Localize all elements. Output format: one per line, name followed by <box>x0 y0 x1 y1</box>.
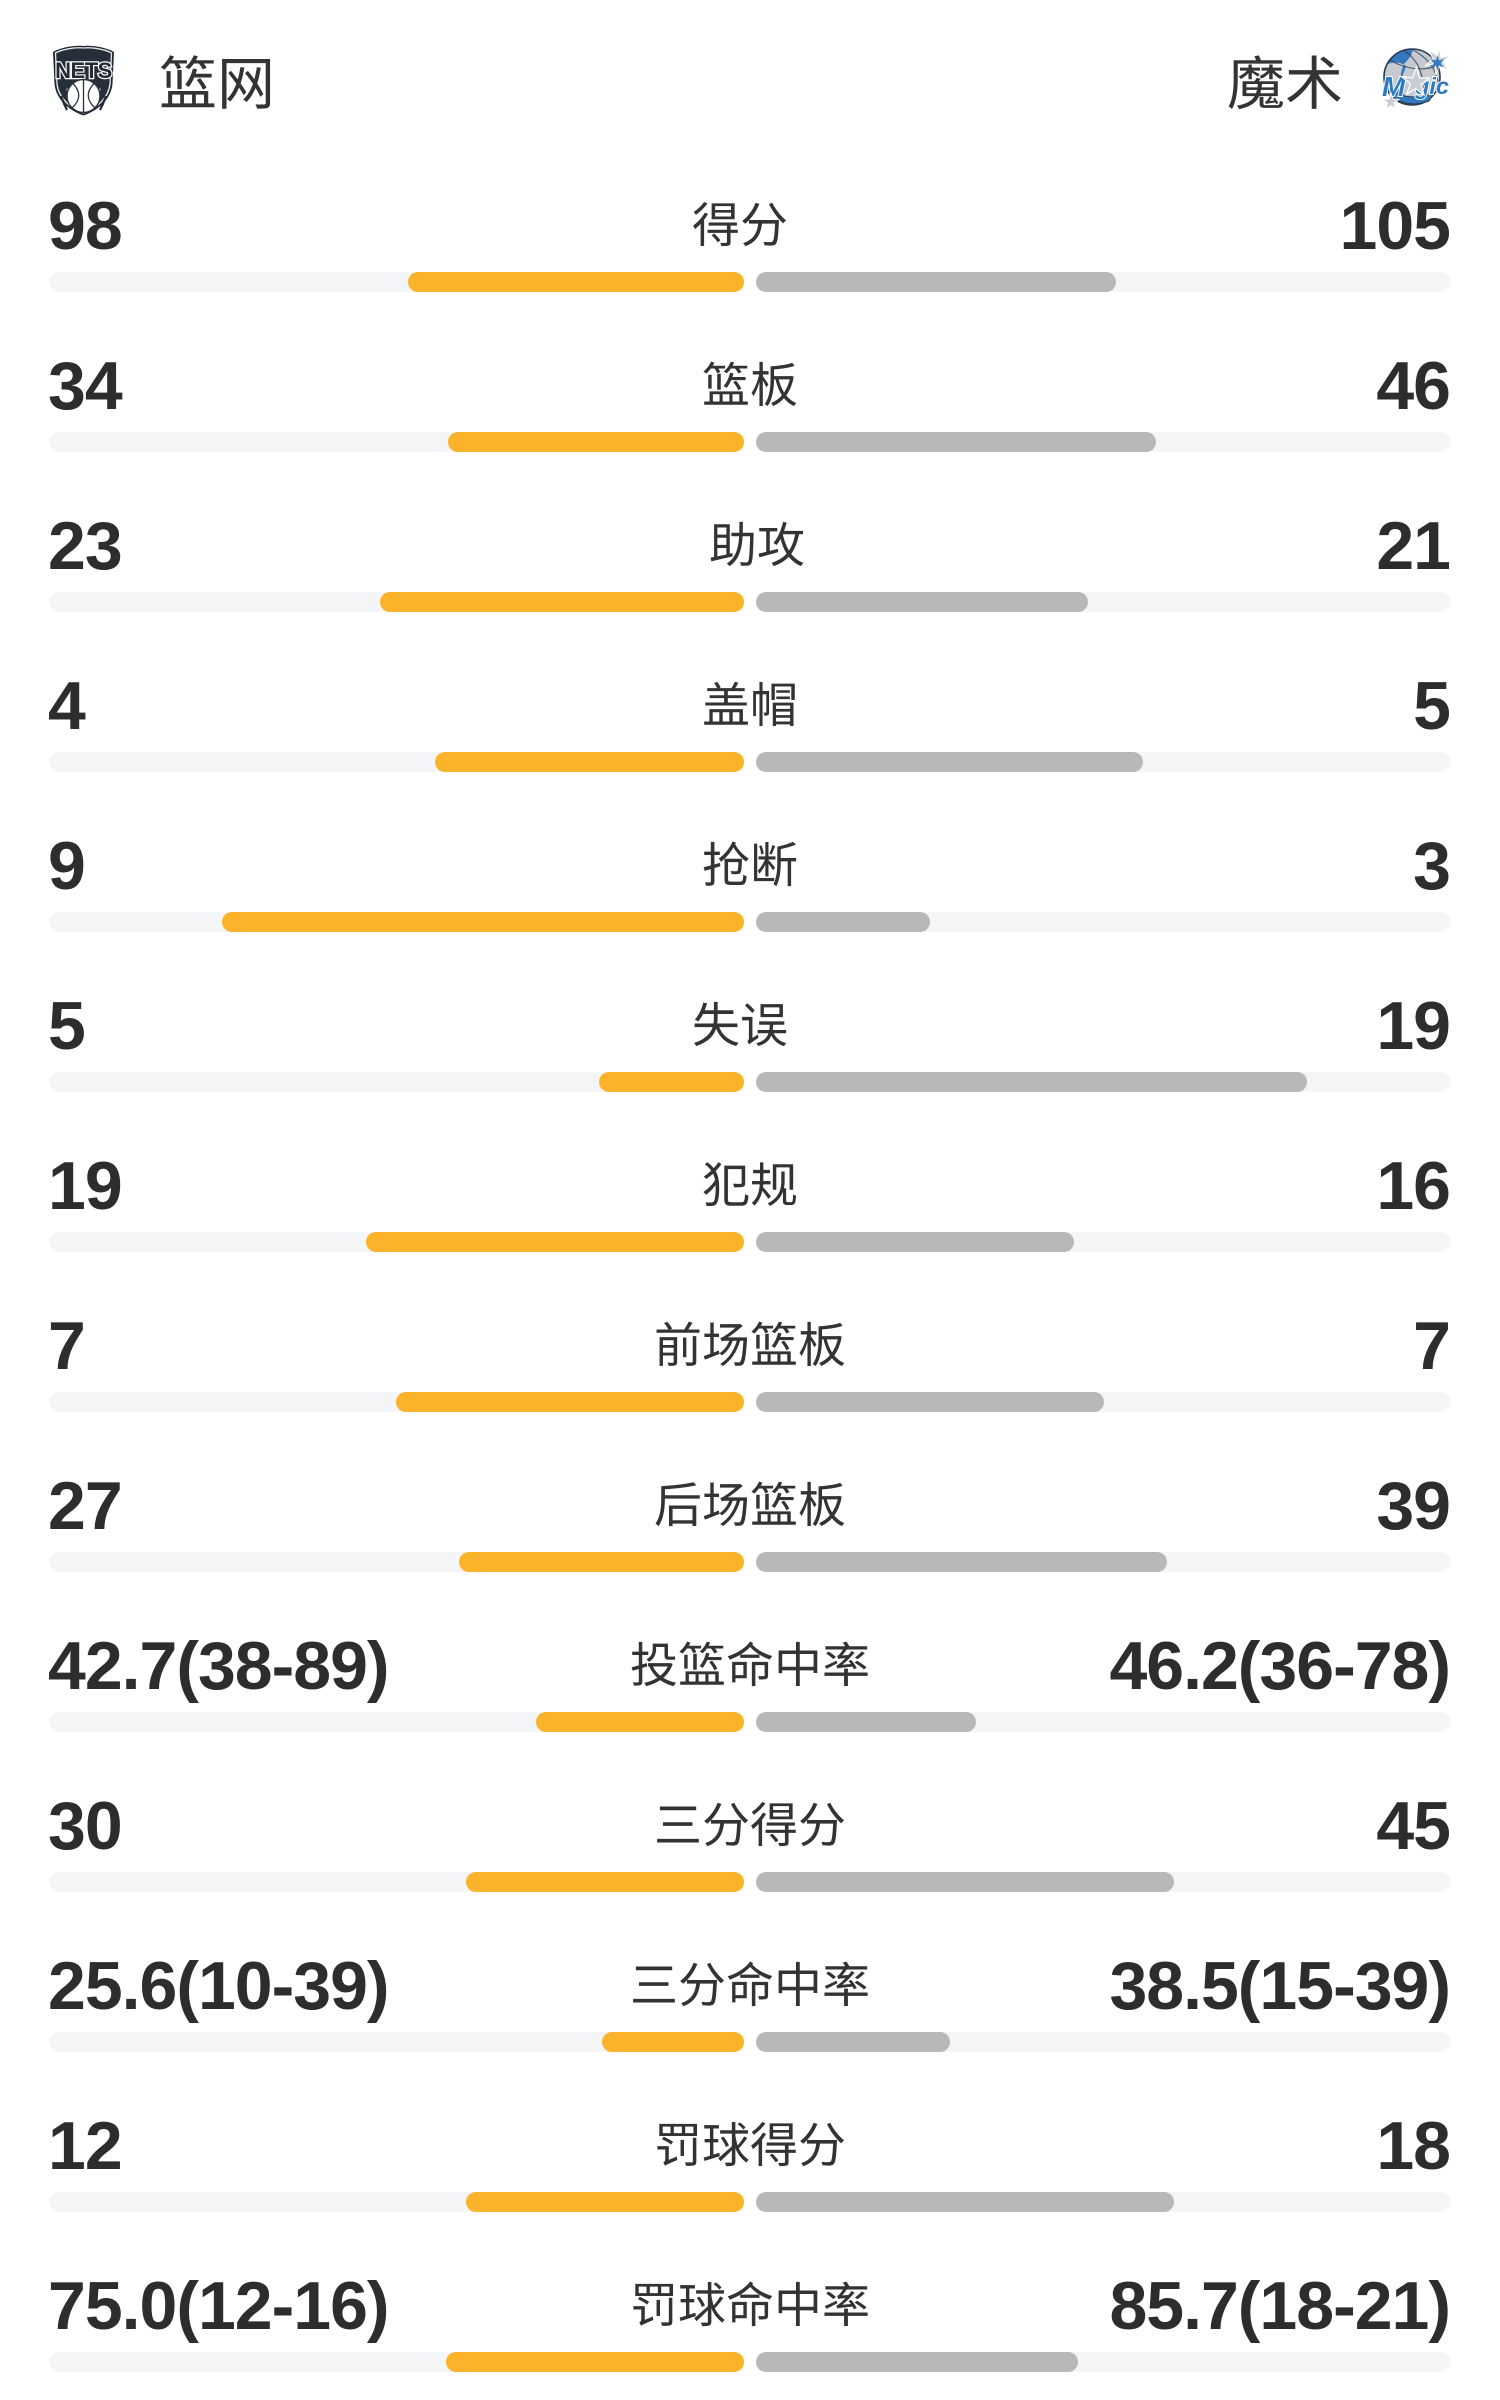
svg-text:NETS: NETS <box>55 58 112 83</box>
svg-text:M: M <box>1382 71 1406 102</box>
